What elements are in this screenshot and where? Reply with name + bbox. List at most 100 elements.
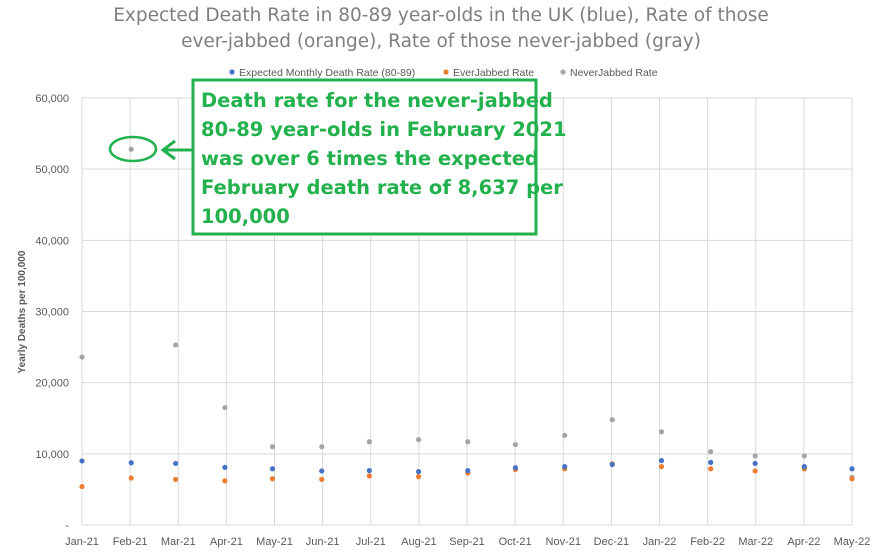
data-point xyxy=(609,461,615,468)
x-tick-label: Mar-21 xyxy=(161,536,196,548)
x-tick-label: Oct-21 xyxy=(499,536,532,548)
data-point xyxy=(415,437,422,443)
annotation-text-line: February death rate of 8,637 per xyxy=(201,176,563,199)
data-point xyxy=(222,464,228,470)
legend-marker xyxy=(229,69,235,75)
data-point xyxy=(658,457,665,464)
legend-entry: NeverJabbed Rate xyxy=(560,67,658,79)
legend: Expected Monthly Death Rate (80-89) EverJ… xyxy=(229,67,658,79)
data-point xyxy=(801,453,807,459)
data-point xyxy=(366,467,372,474)
data-point xyxy=(512,465,519,471)
data-point xyxy=(79,483,85,490)
x-tick-label: Apr-21 xyxy=(210,536,243,548)
y-tick-label: 50,000 xyxy=(35,164,69,176)
x-tick-label: Feb-22 xyxy=(690,536,725,548)
x-tick-label: Jul-21 xyxy=(356,536,386,548)
chart-title-line: ever-jabbed (orange), Rate of those neve… xyxy=(181,31,701,52)
legend-entry: EverJabbed Rate xyxy=(443,67,534,79)
annotation-box xyxy=(191,78,538,236)
x-tick-label: May-21 xyxy=(256,536,293,548)
x-tick-label: Dec-21 xyxy=(594,536,629,548)
data-point xyxy=(319,468,325,474)
data-point xyxy=(562,464,568,470)
data-point xyxy=(562,432,568,438)
legend-label: Expected Monthly Death Rate (80-89) xyxy=(239,67,415,79)
data-point xyxy=(465,439,471,445)
data-point xyxy=(609,417,615,423)
y-tick-label: 30,000 xyxy=(35,307,69,319)
data-point xyxy=(269,476,276,482)
data-point xyxy=(128,475,134,481)
data-point xyxy=(173,342,179,348)
annotation-text-line: was over 6 times the expected xyxy=(201,147,539,170)
data-point xyxy=(708,459,714,465)
data-point xyxy=(658,429,665,435)
y-tick-label: 40,000 xyxy=(35,235,69,247)
data-point xyxy=(128,146,134,152)
data-point xyxy=(849,476,855,482)
data-point xyxy=(801,464,807,470)
series-points xyxy=(79,146,855,480)
x-tick-label: Mar-22 xyxy=(738,536,773,548)
series-points xyxy=(79,457,855,475)
annotation-text-line: 80-89 year-olds in February 2021 xyxy=(201,118,567,141)
legend-entry: Expected Monthly Death Rate (80-89) xyxy=(229,67,415,79)
data-points xyxy=(79,146,855,490)
x-tick-label: Jan-21 xyxy=(65,536,99,548)
y-axis-label-group: Yearly Deaths per 100,000 xyxy=(17,250,28,373)
annotation: Death rate for the never-jabbed 80-89 yea… xyxy=(108,78,567,236)
x-tick-label: Aug-21 xyxy=(401,536,436,548)
data-point xyxy=(319,444,325,450)
data-point xyxy=(269,466,276,472)
y-tick-label: - xyxy=(65,520,69,532)
data-point xyxy=(849,466,855,472)
x-tick-label: Jun-21 xyxy=(306,536,340,548)
data-point xyxy=(415,474,422,480)
data-point xyxy=(658,464,665,470)
data-point xyxy=(269,444,276,450)
data-point xyxy=(222,404,228,411)
data-point xyxy=(752,468,758,474)
data-point xyxy=(79,354,85,360)
axes: - 10,000 20,000 30,000 40,000 50,000 60,000 Jan… xyxy=(35,93,870,548)
data-point xyxy=(319,476,325,483)
annotation-arrow xyxy=(160,139,192,161)
x-tick-label: May-22 xyxy=(834,536,871,548)
y-axis-label: Yearly Deaths per 100,000 xyxy=(17,250,28,373)
legend-marker xyxy=(560,69,566,75)
data-point xyxy=(173,476,179,483)
data-point xyxy=(128,460,134,466)
data-point xyxy=(222,478,228,484)
legend-marker xyxy=(443,69,449,75)
x-tick-label: Sep-21 xyxy=(449,536,484,548)
data-point xyxy=(708,449,714,455)
chart-title: Expected Death Rate in 80-89 year-olds i… xyxy=(113,5,769,52)
data-point xyxy=(708,466,714,472)
highlight-ellipse xyxy=(108,135,158,163)
y-tick-label: 10,000 xyxy=(35,449,69,461)
data-point xyxy=(465,467,471,474)
y-tick-label: 60,000 xyxy=(35,93,69,105)
data-point xyxy=(752,453,758,459)
x-tick-label: Apr-22 xyxy=(787,536,820,548)
data-point xyxy=(173,460,179,467)
x-tick-label: Nov-21 xyxy=(546,536,581,548)
legend-label: EverJabbed Rate xyxy=(453,67,534,79)
data-point xyxy=(366,473,372,479)
y-tick-label: 20,000 xyxy=(35,378,69,390)
data-point xyxy=(366,439,372,445)
chart-title-line: Expected Death Rate in 80-89 year-olds i… xyxy=(113,5,769,26)
annotation-text-line: 100,000 xyxy=(201,205,290,228)
x-tick-label: Jan-22 xyxy=(643,536,677,548)
data-point xyxy=(512,441,519,448)
data-point xyxy=(79,458,85,464)
x-tick-label: Feb-21 xyxy=(113,536,148,548)
data-point xyxy=(752,460,758,467)
arrow-head xyxy=(160,139,176,161)
data-point xyxy=(415,469,422,475)
annotation-text-line: Death rate for the never-jabbed xyxy=(201,89,553,112)
legend-label: NeverJabbed Rate xyxy=(570,67,658,79)
